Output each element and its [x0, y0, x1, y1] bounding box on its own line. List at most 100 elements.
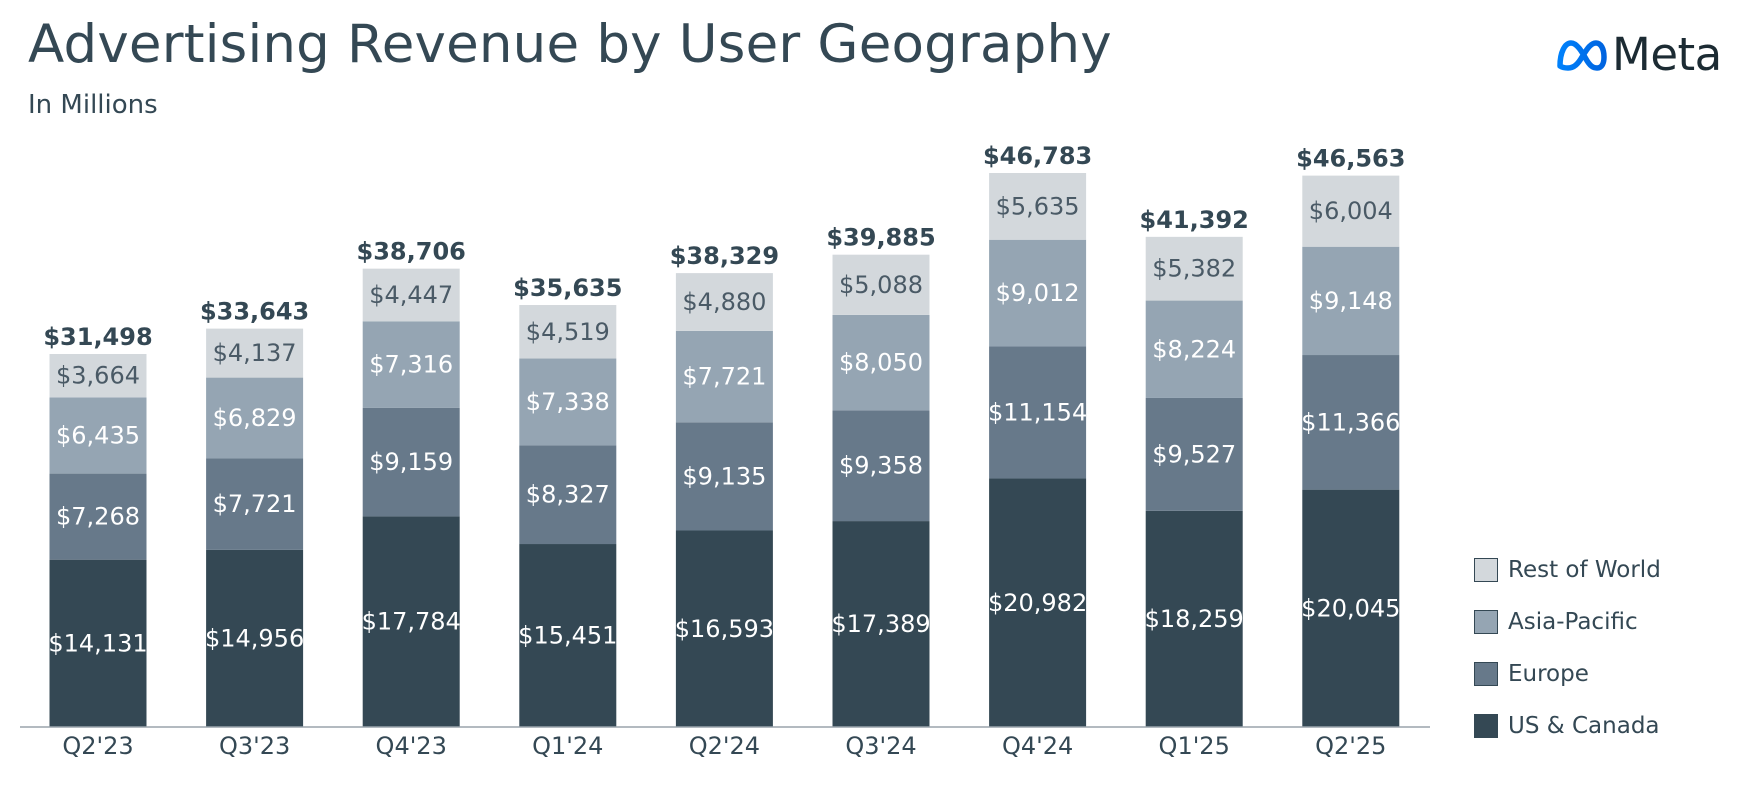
- bar-segment-rest-of-world: [519, 305, 617, 359]
- segment-value-label: $18,259: [1145, 605, 1244, 633]
- bar-segment-asia-pacific: [49, 397, 147, 474]
- segment-value-label: $9,135: [682, 462, 766, 490]
- legend-label: Asia-Pacific: [1508, 609, 1638, 635]
- bar-total-label: $31,498: [43, 323, 152, 351]
- legend-item-rest-of-world: Rest of World: [1474, 544, 1661, 596]
- legend-item-europe: Europe: [1474, 648, 1661, 700]
- segment-value-label: $3,664: [56, 362, 140, 390]
- bar-total-label: $39,885: [826, 224, 935, 252]
- segment-value-label: $8,327: [526, 481, 610, 509]
- bar-segment-europe: [989, 346, 1087, 479]
- bar-segment-europe: [362, 407, 460, 517]
- bar-segment-asia-pacific: [1302, 246, 1400, 356]
- segment-value-label: $8,050: [839, 349, 923, 377]
- bar-total-label: $46,563: [1296, 145, 1405, 173]
- bar-segment-rest-of-world: [362, 268, 460, 322]
- segment-value-label: $5,088: [839, 271, 923, 299]
- bar-segment-asia-pacific: [675, 330, 773, 423]
- bar-segment-us-canada: [1145, 510, 1243, 727]
- segment-value-label: $9,358: [839, 452, 923, 480]
- segment-value-label: $14,131: [48, 629, 147, 657]
- segment-value-label: $7,721: [682, 363, 766, 391]
- bar-segment-europe: [519, 445, 617, 545]
- bar-segment-rest-of-world: [832, 254, 930, 315]
- legend-swatch: [1474, 610, 1498, 634]
- segment-value-label: $6,435: [56, 421, 140, 449]
- bar-segment-us-canada: [49, 559, 147, 727]
- segment-value-label: $9,012: [996, 279, 1080, 307]
- bar-segment-asia-pacific: [989, 239, 1087, 347]
- segment-value-label: $20,982: [988, 589, 1087, 617]
- bar-segment-rest-of-world: [206, 328, 304, 378]
- segment-value-label: $7,316: [369, 351, 453, 379]
- bar-segment-us-canada: [832, 521, 930, 727]
- bar-segment-us-canada: [1302, 489, 1400, 727]
- segment-value-label: $4,137: [213, 339, 297, 367]
- bar-total-label: $38,329: [670, 242, 779, 270]
- segment-value-label: $9,159: [369, 448, 453, 476]
- bar-segment-europe: [49, 473, 147, 560]
- legend-swatch: [1474, 558, 1498, 582]
- x-tick-label: Q3'23: [219, 732, 290, 760]
- meta-logo: Meta: [1556, 28, 1722, 81]
- bar-segment-us-canada: [206, 549, 304, 727]
- x-tick-label: Q2'24: [689, 732, 760, 760]
- legend-item-us-canada: US & Canada: [1474, 700, 1661, 752]
- bar-segment-rest-of-world: [1302, 175, 1400, 247]
- legend-swatch: [1474, 714, 1498, 738]
- segment-value-label: $6,829: [213, 404, 297, 432]
- bar-segment-rest-of-world: [675, 273, 773, 331]
- segment-value-label: $15,451: [518, 622, 617, 650]
- segment-value-label: $16,593: [675, 615, 774, 643]
- bar-total-label: $35,635: [513, 274, 622, 302]
- bar-total-label: $46,783: [983, 142, 1092, 170]
- bar-segment-asia-pacific: [832, 314, 930, 411]
- bar-segment-us-canada: [519, 544, 617, 727]
- segment-value-label: $6,004: [1309, 197, 1393, 225]
- chart-legend: Rest of World Asia-Pacific Europe US & Cana…: [1474, 544, 1661, 752]
- bar-segment-us-canada: [989, 478, 1087, 727]
- segment-value-label: $7,268: [56, 503, 140, 531]
- legend-item-asia-pacific: Asia-Pacific: [1474, 596, 1661, 648]
- legend-label: US & Canada: [1508, 713, 1660, 739]
- x-tick-label: Q3'24: [845, 732, 916, 760]
- segment-value-label: $4,880: [682, 288, 766, 316]
- x-tick-label: Q1'25: [1159, 732, 1230, 760]
- segment-value-label: $8,224: [1152, 335, 1236, 363]
- bar-segment-rest-of-world: [1145, 236, 1243, 301]
- segment-value-label: $4,447: [369, 281, 453, 309]
- bar-segment-rest-of-world: [989, 173, 1087, 240]
- bar-segment-us-canada: [362, 516, 460, 727]
- bar-total-label: $41,392: [1140, 206, 1249, 234]
- bar-segment-us-canada: [675, 530, 773, 727]
- bar-segment-asia-pacific: [206, 377, 304, 459]
- stacked-bar-chart: $14,131 $7,268 $6,435 $3,664 $31,498 Q2'23 $14…: [20, 142, 1430, 760]
- x-tick-label: Q2'23: [62, 732, 133, 760]
- bar-total-label: $33,643: [200, 298, 309, 326]
- segment-value-label: $14,956: [205, 624, 304, 652]
- chart-title: Advertising Revenue by User Geography: [28, 14, 1112, 75]
- meta-infinity-icon: [1557, 39, 1607, 71]
- x-tick-label: Q4'23: [376, 732, 447, 760]
- bar-segment-europe: [1145, 397, 1243, 511]
- segment-value-label: $11,154: [988, 398, 1087, 426]
- bar-segment-rest-of-world: [49, 354, 147, 398]
- legend-swatch: [1474, 662, 1498, 686]
- bar-segment-europe: [675, 422, 773, 531]
- chart-subtitle: In Millions: [28, 90, 158, 120]
- segment-value-label: $9,148: [1309, 287, 1393, 315]
- bar-segment-europe: [832, 410, 930, 522]
- segment-value-label: $4,519: [526, 318, 610, 346]
- segment-value-label: $7,721: [213, 490, 297, 518]
- legend-label: Rest of World: [1508, 557, 1661, 583]
- bar-segment-asia-pacific: [362, 321, 460, 408]
- x-tick-label: Q4'24: [1002, 732, 1073, 760]
- legend-label: Europe: [1508, 661, 1589, 687]
- logo-wordmark: Meta: [1612, 28, 1722, 81]
- x-tick-label: Q2'25: [1315, 732, 1386, 760]
- bar-segment-europe: [206, 458, 304, 550]
- segment-value-label: $20,045: [1301, 594, 1400, 622]
- bar-segment-europe: [1302, 355, 1400, 490]
- x-tick-label: Q1'24: [532, 732, 603, 760]
- bar-total-label: $38,706: [357, 238, 466, 266]
